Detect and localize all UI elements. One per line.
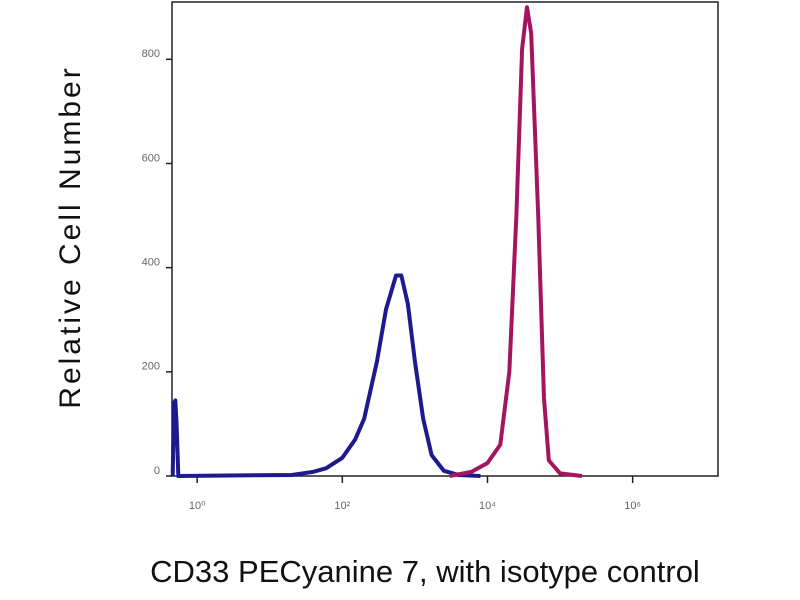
x-tick-label: 10² bbox=[334, 500, 350, 512]
y-tick-label: 200 bbox=[142, 361, 160, 373]
y-tick-label: 600 bbox=[142, 152, 160, 164]
y-axis-title: Relative Cell Number bbox=[54, 65, 87, 408]
y-tick-label: 800 bbox=[142, 48, 160, 60]
plot-frame bbox=[171, 1, 719, 477]
histogram-line bbox=[170, 273, 481, 478]
x-tick-label: 10⁰ bbox=[189, 500, 206, 512]
x-axis-title: CD33 PECyanine 7, with isotype control bbox=[150, 554, 700, 589]
x-tick-label: 10⁶ bbox=[624, 500, 641, 512]
histogram-line bbox=[449, 5, 583, 478]
y-tick-label: 400 bbox=[142, 257, 160, 269]
x-tick-label: 10⁴ bbox=[479, 500, 496, 512]
y-tick-label: 0 bbox=[154, 465, 160, 477]
